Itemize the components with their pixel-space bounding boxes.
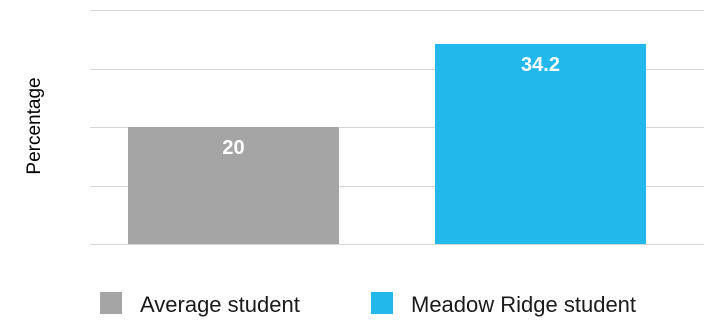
y-axis-label: Percentage	[24, 77, 45, 174]
legend: Average student Meadow Ridge student	[100, 292, 636, 317]
legend-label-meadow-ridge-student: Meadow Ridge student	[411, 292, 636, 317]
data-label-average-student: 20	[222, 137, 244, 159]
legend-swatch-average-student	[100, 292, 122, 314]
bars: 20 34.2	[128, 43, 646, 245]
bar-average-student	[128, 127, 339, 244]
legend-swatch-meadow-ridge-student	[371, 292, 393, 314]
legend-label-average-student: Average student	[140, 292, 300, 317]
data-label-meadow-ridge-student: 34.2	[521, 54, 560, 76]
bar-meadow-ridge-student	[435, 43, 646, 245]
